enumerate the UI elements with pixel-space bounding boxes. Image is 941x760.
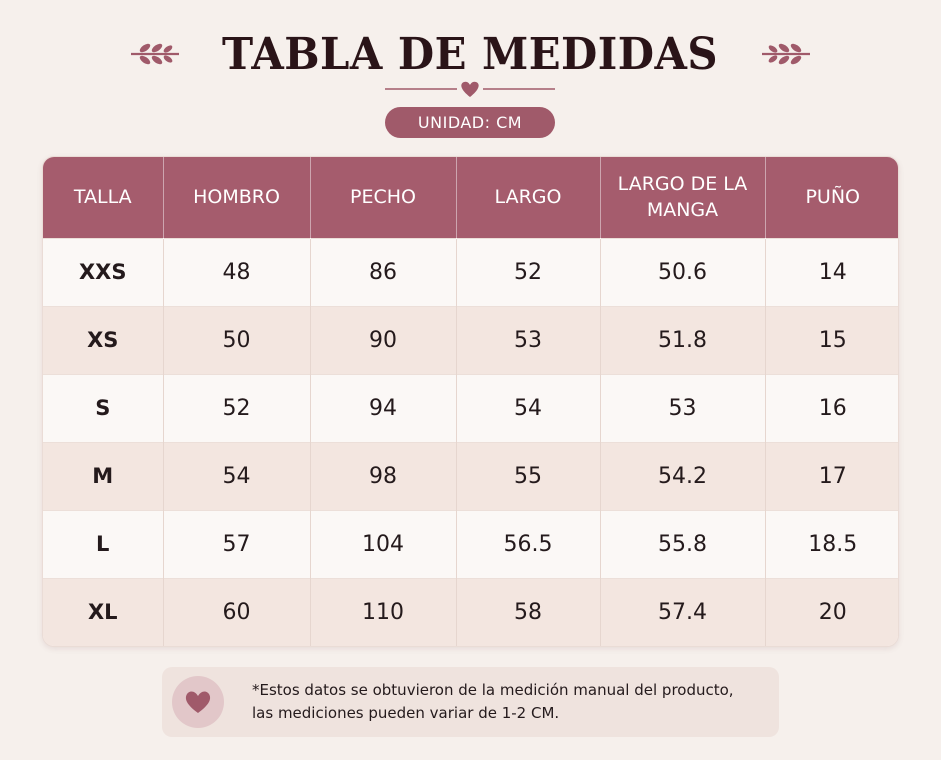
table-cell: 56.5 bbox=[456, 509, 601, 578]
size-cell: XL bbox=[43, 577, 164, 646]
laurel-sprig-icon bbox=[761, 43, 810, 65]
table-cell: 48 bbox=[163, 237, 311, 306]
size-table: TALLA HOMBRO PECHO LARGO LARGO DE LA MAN… bbox=[42, 156, 899, 647]
header: TABLA DE MEDIDAS bbox=[0, 24, 941, 84]
page-title: TABLA DE MEDIDAS bbox=[222, 28, 719, 80]
table-cell: 60 bbox=[163, 577, 311, 646]
table-cell: 50 bbox=[163, 305, 311, 374]
table-cell: 86 bbox=[310, 237, 457, 306]
table-cell: 104 bbox=[310, 509, 457, 578]
table-cell: 51.8 bbox=[600, 305, 766, 374]
table-cell: 20 bbox=[765, 577, 898, 646]
size-cell: XXS bbox=[43, 237, 164, 306]
column-header-puno: PUÑO bbox=[805, 186, 861, 209]
measurement-note: *Estos datos se obtuvieron de la medició… bbox=[162, 667, 779, 737]
table-cell: 52 bbox=[163, 373, 311, 442]
table-cell: 18.5 bbox=[765, 509, 898, 578]
table-cell: 90 bbox=[310, 305, 457, 374]
table-cell: 53 bbox=[600, 373, 766, 442]
size-cell: M bbox=[43, 441, 164, 510]
table-cell: 98 bbox=[310, 441, 457, 510]
table-cell: 55 bbox=[456, 441, 601, 510]
column-header-talla: TALLA bbox=[43, 157, 164, 238]
note-line-1: *Estos datos se obtuvieron de la medició… bbox=[252, 681, 734, 699]
table-row: M 54 98 55 54.2 17 bbox=[43, 441, 898, 510]
table-cell: 16 bbox=[765, 373, 898, 442]
table-header-row: TALLA HOMBRO PECHO LARGO LARGO DE LA MAN… bbox=[43, 157, 898, 238]
table-cell: 110 bbox=[310, 577, 457, 646]
size-cell: XS bbox=[43, 305, 164, 374]
table-row: S 52 94 54 53 16 bbox=[43, 373, 898, 442]
note-text: *Estos datos se obtuvieron de la medició… bbox=[252, 679, 734, 725]
heart-icon bbox=[172, 676, 224, 728]
table-row: XS 50 90 53 51.8 15 bbox=[43, 305, 898, 374]
size-cell: S bbox=[43, 373, 164, 442]
table-cell: 53 bbox=[456, 305, 601, 374]
column-header-hombro: HOMBRO bbox=[163, 157, 311, 238]
table-cell: 54 bbox=[456, 373, 601, 442]
table-cell: 57 bbox=[163, 509, 311, 578]
note-line-2: las mediciones pueden variar de 1-2 CM. bbox=[252, 704, 560, 722]
table-cell: 17 bbox=[765, 441, 898, 510]
table-row: L 57 104 56.5 55.8 18.5 bbox=[43, 509, 898, 578]
table-cell: 54.2 bbox=[600, 441, 766, 510]
heart-divider bbox=[385, 81, 555, 97]
table-cell: 50.6 bbox=[600, 237, 766, 306]
table-cell: 58 bbox=[456, 577, 601, 646]
table-cell: 54 bbox=[163, 441, 311, 510]
column-header-pecho: PECHO bbox=[310, 157, 457, 238]
table-cell: 52 bbox=[456, 237, 601, 306]
table-cell: 15 bbox=[765, 305, 898, 374]
table-row: XL 60 110 58 57.4 20 bbox=[43, 577, 898, 646]
table-cell: 55.8 bbox=[600, 509, 766, 578]
column-header-largo: LARGO bbox=[456, 157, 601, 238]
table-cell: 57.4 bbox=[600, 577, 766, 646]
table-cell: 94 bbox=[310, 373, 457, 442]
table-cell: 14 bbox=[765, 237, 898, 306]
laurel-sprig-icon bbox=[131, 43, 180, 65]
size-cell: L bbox=[43, 509, 164, 578]
column-header-largo-manga: LARGO DE LA MANGA bbox=[600, 157, 766, 238]
table-row: XXS 48 86 52 50.6 14 bbox=[43, 237, 898, 306]
unit-badge: UNIDAD: CM bbox=[385, 107, 555, 138]
